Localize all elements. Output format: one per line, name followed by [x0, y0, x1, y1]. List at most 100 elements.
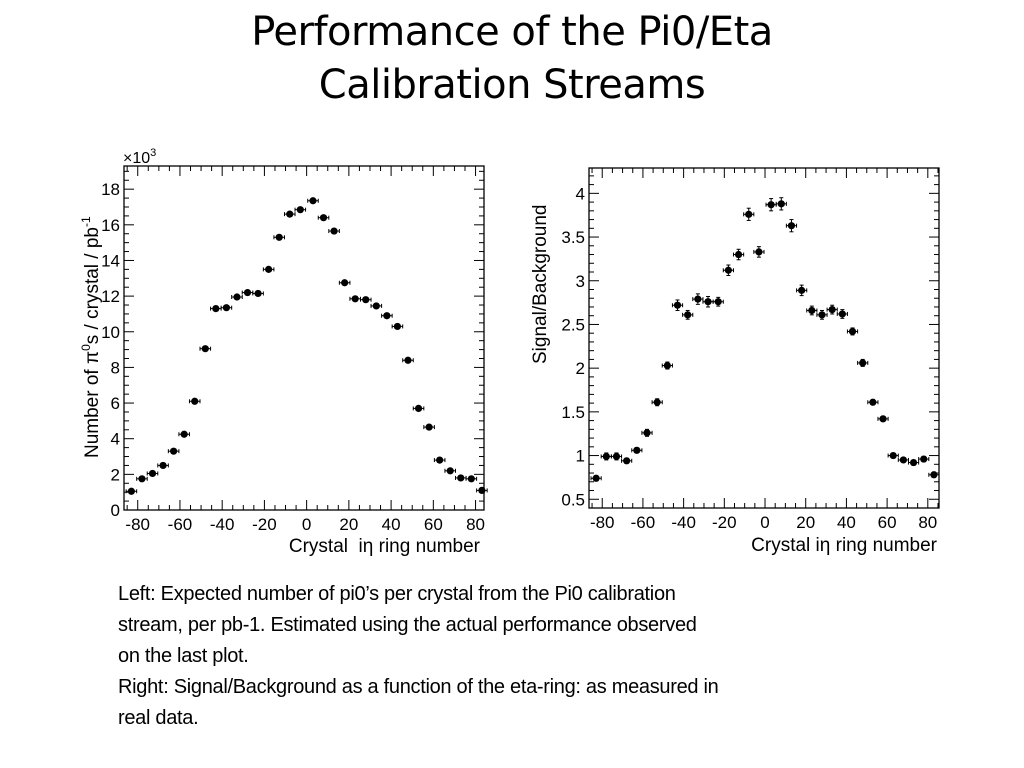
- left-marker: [372, 302, 380, 310]
- left-data-point: [370, 302, 383, 310]
- right-data-point: [661, 361, 673, 370]
- left-y-axis-label: Number of π0s / crystal / pb-1: [79, 216, 103, 458]
- right-x-tick-label: -80: [590, 513, 615, 532]
- left-marker: [222, 304, 231, 312]
- right-y-tick-label: 2: [576, 359, 585, 378]
- left-marker: [296, 206, 304, 214]
- left-x-tick-label: -20: [252, 515, 277, 534]
- left-data-point: [391, 322, 404, 331]
- right-marker: [734, 250, 743, 259]
- left-marker: [138, 475, 146, 483]
- right-marker: [592, 474, 600, 482]
- right-data-point: [816, 309, 828, 320]
- left-plot-frame: [123, 165, 485, 511]
- left-marker: [362, 296, 370, 304]
- right-x-tick-label: -20: [712, 513, 737, 532]
- left-y-label-sup1: 0: [79, 344, 93, 351]
- right-marker: [755, 248, 763, 256]
- right-x-tick-label: -40: [671, 513, 696, 532]
- left-marker: [457, 474, 465, 482]
- right-data-point: [846, 327, 859, 336]
- left-y-tick-label: 12: [101, 287, 120, 306]
- left-data-point: [338, 279, 351, 287]
- left-y-tick-label: 14: [101, 251, 120, 270]
- left-data-point: [199, 345, 212, 353]
- left-marker: [254, 289, 262, 298]
- left-marker: [309, 197, 317, 205]
- right-marker: [818, 311, 826, 319]
- left-y-multiplier: ×103: [123, 147, 156, 167]
- right-data-point: [796, 284, 808, 297]
- left-x-tick-label: -60: [168, 515, 193, 534]
- right-marker: [838, 310, 846, 318]
- right-y-tick-labels: 0.5 1 1.5 2 2.5 3 3.5 4: [561, 184, 585, 509]
- right-marker: [602, 452, 610, 461]
- slide-title-line-1: Performance of the Pi0/Eta: [251, 9, 773, 55]
- right-marker: [684, 311, 692, 319]
- right-data-point: [867, 398, 879, 406]
- right-data-point: [732, 248, 745, 261]
- left-data-point: [402, 356, 414, 364]
- right-y-tick-label: 2.5: [561, 315, 585, 334]
- right-data-point: [641, 428, 653, 437]
- right-x-tick-label: 80: [918, 513, 937, 532]
- left-data-point: [220, 304, 233, 312]
- left-y-tick-label: 8: [111, 358, 120, 377]
- left-marker: [127, 487, 135, 495]
- left-data-point: [241, 288, 254, 297]
- left-data-points: [125, 197, 488, 495]
- left-y-tick-label: 4: [111, 430, 120, 449]
- right-marker: [643, 429, 651, 437]
- left-y-label-pre: Number of π: [82, 351, 103, 458]
- left-x-tick-label: 20: [339, 515, 358, 534]
- left-data-point: [349, 295, 361, 303]
- left-data-point: [433, 456, 446, 464]
- right-marker: [673, 301, 682, 309]
- left-data-point: [465, 475, 478, 483]
- left-data-point: [252, 289, 264, 298]
- right-marker: [694, 295, 702, 303]
- left-marker: [446, 467, 454, 475]
- right-data-point: [610, 452, 623, 461]
- right-marker: [848, 327, 857, 336]
- left-marker: [467, 475, 475, 483]
- right-data-point: [702, 295, 714, 308]
- right-x-tick-label: 0: [760, 513, 769, 532]
- right-marker: [724, 266, 732, 274]
- left-data-point: [157, 461, 169, 470]
- left-y-tick-label: 6: [111, 394, 120, 413]
- left-y-tick-label: 16: [101, 216, 120, 235]
- right-marker: [612, 452, 621, 461]
- caption-line-2: stream, per pb-1. Estimated using the ac…: [118, 614, 697, 636]
- caption-line-4: Right: Signal/Background as a function o…: [118, 676, 719, 698]
- right-data-point: [907, 458, 920, 467]
- right-data-point: [918, 455, 930, 463]
- left-data-point: [328, 227, 340, 235]
- right-data-point: [722, 264, 734, 277]
- left-data-point: [146, 469, 159, 478]
- right-marker: [787, 222, 796, 230]
- left-marker: [212, 304, 220, 313]
- left-data-point: [283, 210, 296, 218]
- right-frame-rect: [588, 167, 940, 509]
- right-data-point: [631, 446, 643, 454]
- right-marker: [714, 298, 722, 306]
- left-marker: [414, 404, 423, 413]
- left-data-point: [231, 293, 243, 301]
- right-x-tick-label: 20: [796, 513, 815, 532]
- right-marker: [899, 456, 907, 464]
- left-marker: [159, 461, 167, 470]
- slide-caption: Left: Expected number of pi0’s per cryst…: [118, 579, 938, 734]
- right-marker: [653, 398, 661, 406]
- right-data-point: [600, 452, 612, 461]
- left-y-multiplier-base: ×10: [123, 150, 150, 167]
- left-y-label-sup2: -1: [79, 216, 93, 227]
- right-data-point: [806, 305, 818, 316]
- right-marker: [828, 305, 836, 314]
- left-data-point: [262, 265, 275, 273]
- left-data-point: [412, 404, 425, 413]
- left-marker: [243, 288, 252, 297]
- right-marker: [798, 286, 806, 294]
- left-marker: [319, 214, 328, 222]
